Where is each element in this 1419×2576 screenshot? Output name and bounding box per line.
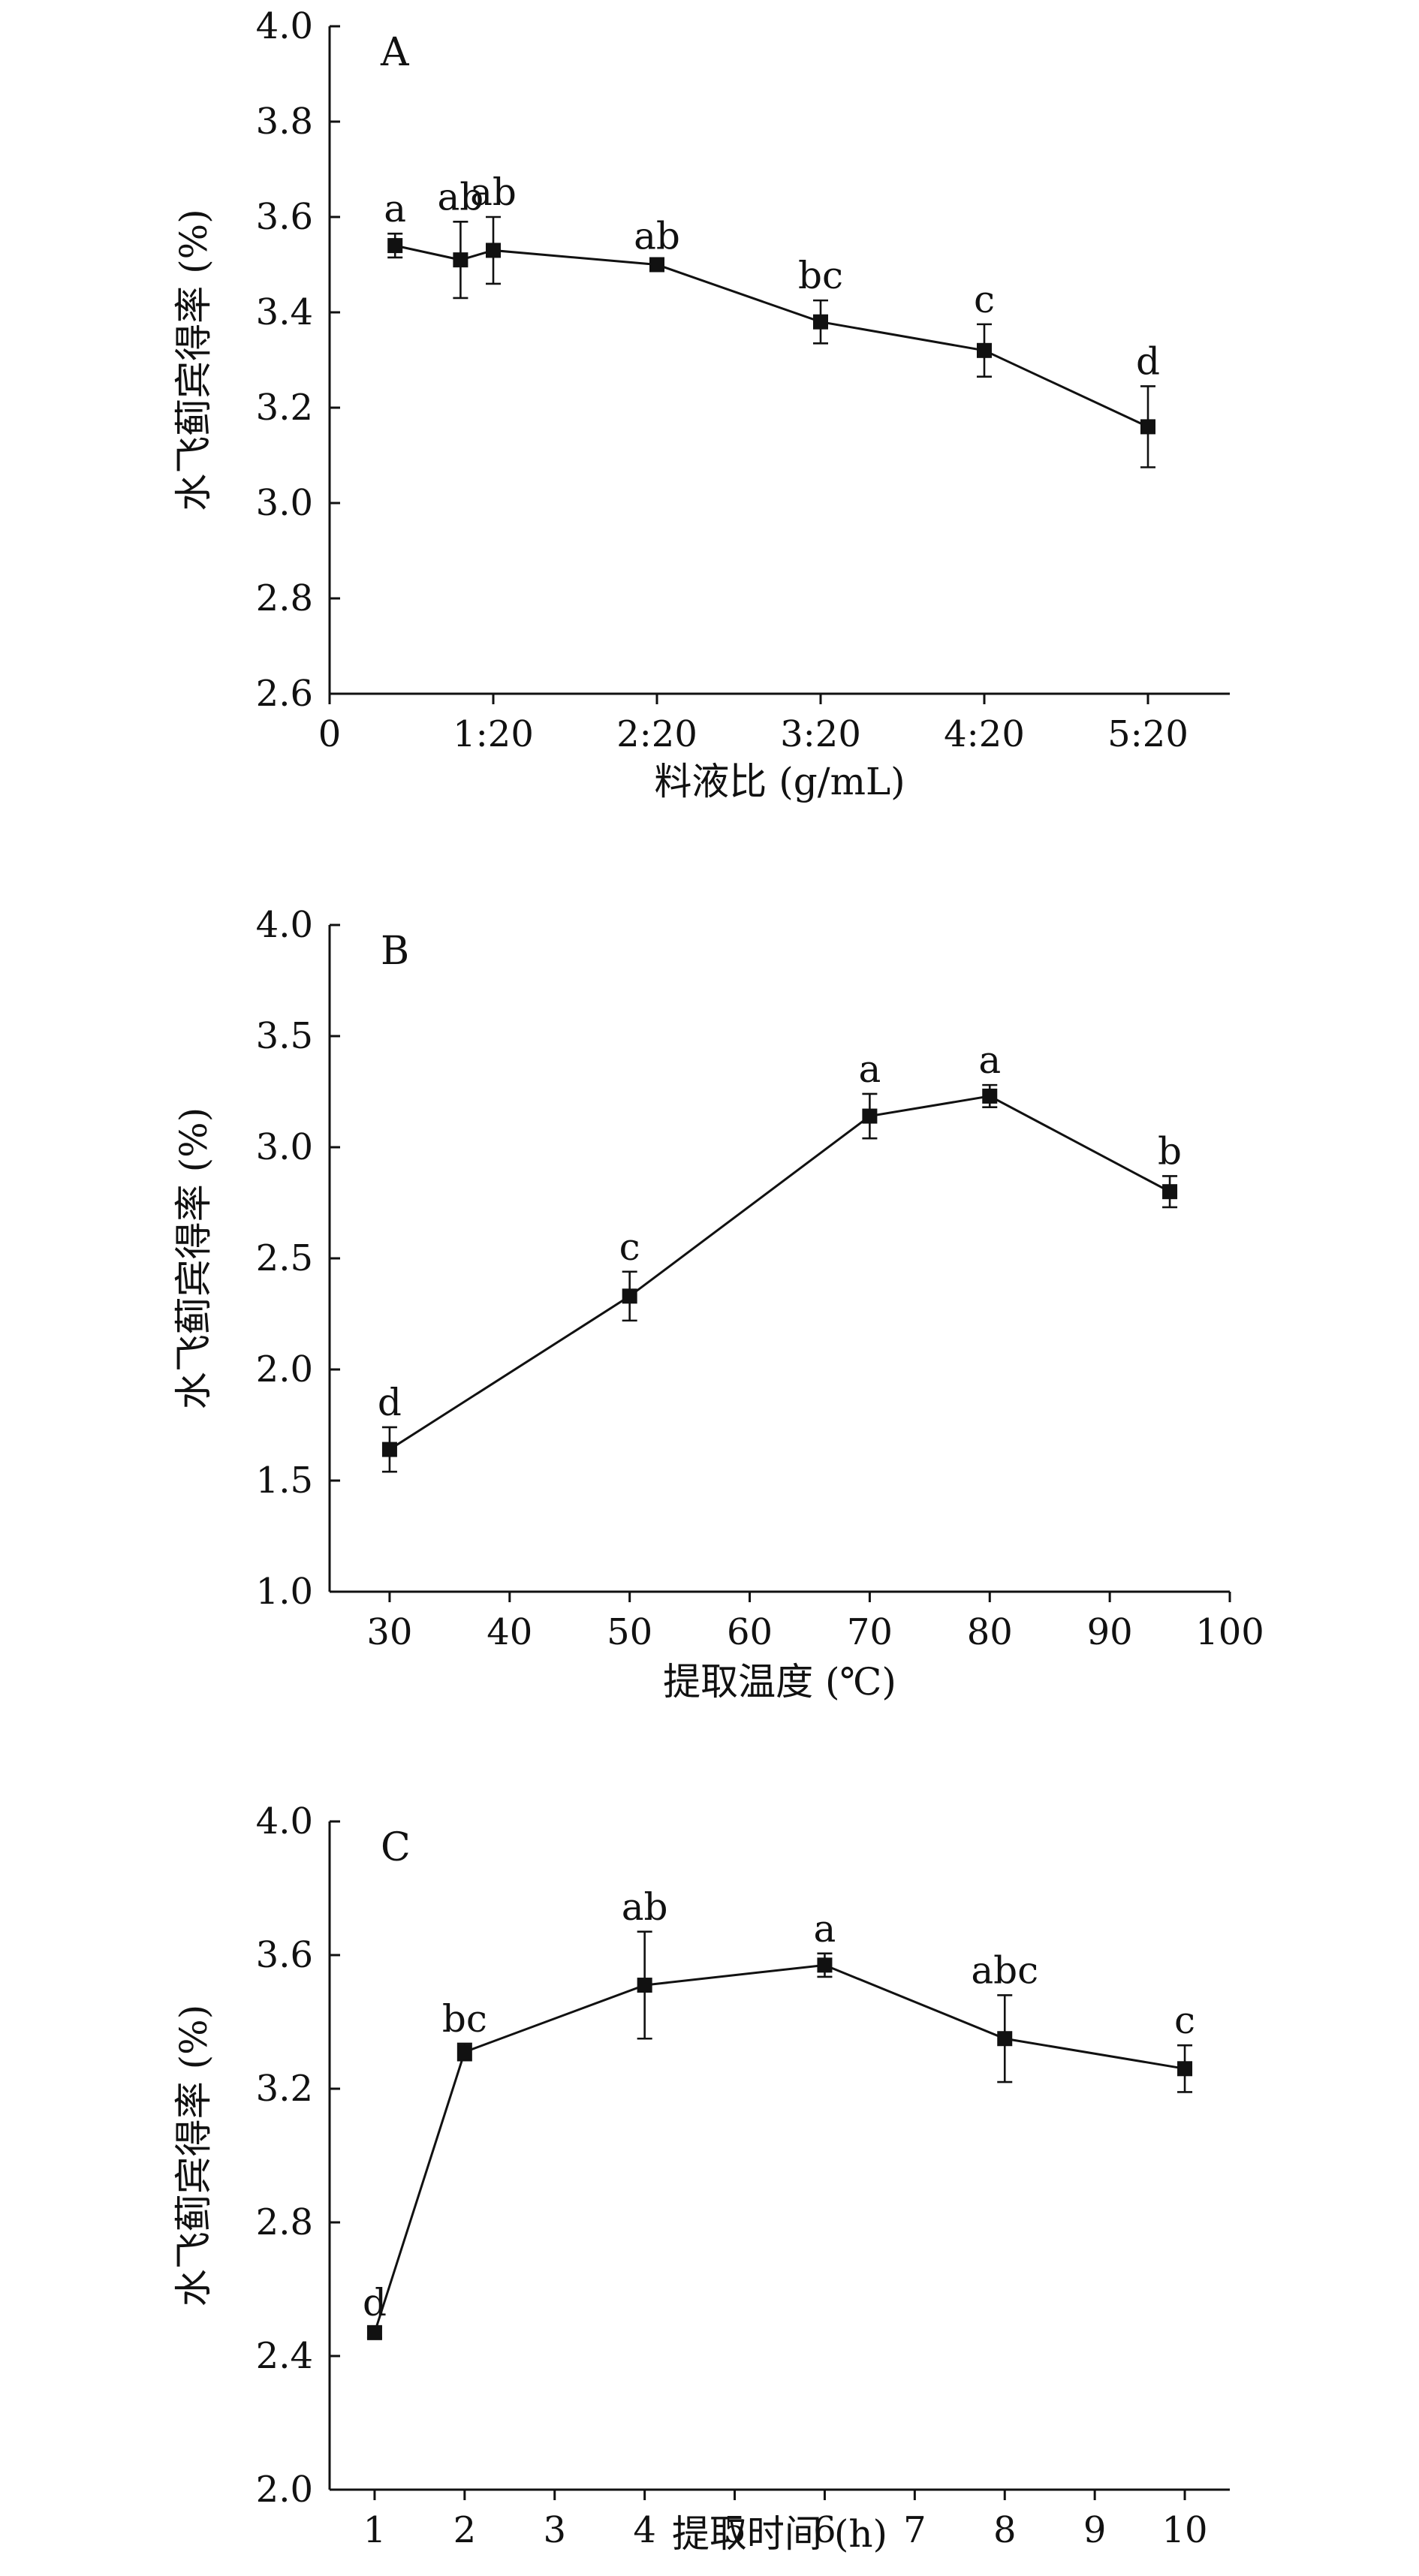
- x-tick-label: 2:20: [616, 713, 697, 755]
- x-tick-label: 90: [1087, 1611, 1133, 1653]
- data-point: [486, 243, 501, 258]
- y-tick-label: 2.5: [256, 1237, 313, 1279]
- significance-label: c: [1174, 1999, 1195, 2042]
- x-tick-label: 4:20: [944, 713, 1025, 755]
- x-tick-label: 2: [453, 2509, 477, 2551]
- data-point: [637, 1978, 652, 1993]
- panel-label: C: [381, 1825, 411, 1870]
- significance-label: abc: [971, 1948, 1038, 1992]
- panel-label: B: [381, 929, 409, 974]
- data-point: [977, 342, 992, 358]
- y-tick-label: 2.8: [256, 2201, 313, 2243]
- chart-panel-a: 2.6 2.8 3.0 3.2 3.4 3.6 3.8 4.0 0 1:20 2:20 3:20 4:2…: [172, 5, 1230, 803]
- x-tick-label: 6: [813, 2509, 836, 2551]
- significance-label: bc: [798, 254, 843, 297]
- x-tick-label: 3: [543, 2509, 566, 2551]
- y-tick-label: 4.0: [256, 904, 313, 946]
- x-tick-label: 4: [633, 2509, 656, 2551]
- y-tick-label: 2.8: [256, 577, 313, 619]
- significance-label: d: [363, 2281, 387, 2324]
- y-tick-label: 3.4: [256, 291, 313, 333]
- chart-panel-b: 1.0 1.5 2.0 2.5 3.0 3.5 4.0 30 40 50 60 70 80 90 100 提取…: [172, 904, 1264, 1704]
- y-tick-label: 3.0: [256, 1126, 313, 1168]
- x-tick-label: 40: [487, 1611, 532, 1653]
- y-tick-label: 4.0: [256, 5, 313, 47]
- data-point: [862, 1108, 878, 1124]
- data-point: [1140, 419, 1155, 435]
- x-axis-title: 提取时间 (h): [672, 2512, 887, 2556]
- x-tick-label: 8: [993, 2509, 1017, 2551]
- y-tick-label: 2.0: [256, 1348, 313, 1390]
- x-tick-label: 10: [1162, 2509, 1208, 2551]
- significance-label: d: [378, 1381, 402, 1424]
- y-axis-title: 水飞蓟宾得率 (%): [172, 209, 215, 511]
- data-point: [997, 2031, 1013, 2047]
- x-tick-label: 1:20: [453, 713, 534, 755]
- significance-label: a: [384, 187, 406, 230]
- chart-panel-c: 2.0 2.4 2.8 3.2 3.6 4.0 1 2 3 4 5 6 7 8 9 10 提取时间 (h) 水飞蓟…: [172, 1800, 1230, 2556]
- x-tick-label: 5:20: [1107, 713, 1189, 755]
- data-point: [456, 2044, 472, 2060]
- data-point: [1162, 1184, 1178, 1200]
- data-point: [813, 314, 828, 330]
- significance-label: d: [1136, 339, 1160, 383]
- y-axis-title: 水飞蓟宾得率 (%): [172, 1107, 215, 1409]
- y-tick-label: 3.6: [256, 196, 313, 238]
- x-tick-label: 60: [727, 1611, 773, 1653]
- y-tick-label: 2.4: [256, 2335, 313, 2377]
- significance-label: c: [974, 278, 995, 321]
- significance-label: c: [619, 1225, 640, 1269]
- y-tick-label: 3.2: [256, 387, 313, 429]
- y-tick-label: 4.0: [256, 1800, 313, 1842]
- data-point: [381, 1442, 397, 1457]
- significance-label: ab: [622, 1885, 668, 1929]
- significance-label: a: [814, 1907, 836, 1951]
- y-tick-label: 3.5: [256, 1015, 313, 1057]
- significance-label: ab: [634, 214, 680, 258]
- data-point: [366, 2324, 382, 2340]
- x-tick-label: 7: [903, 2509, 926, 2551]
- x-tick-label: 5: [723, 2509, 746, 2551]
- y-tick-label: 1.5: [256, 1460, 313, 1502]
- x-tick-label: 3:20: [780, 713, 861, 755]
- y-tick-label: 3.2: [256, 2068, 313, 2110]
- x-tick-label: 1: [363, 2509, 387, 2551]
- y-tick-label: 3.8: [256, 101, 313, 143]
- x-tick-label: 100: [1195, 1611, 1264, 1653]
- significance-label: a: [858, 1047, 881, 1091]
- x-tick-label: 30: [366, 1611, 412, 1653]
- y-tick-label: 2.0: [256, 2469, 313, 2511]
- data-point: [1177, 2061, 1193, 2077]
- significance-label: bc: [442, 1997, 487, 2041]
- panel-label: A: [380, 30, 410, 75]
- x-tick-label: 50: [607, 1611, 652, 1653]
- panels: 2.6 2.8 3.0 3.2 3.4 3.6 3.8 4.0 0 1:20 2:20 3:20 4:2…: [172, 5, 1264, 2556]
- x-axis-title: 料液比 (g/mL): [654, 760, 905, 803]
- significance-label: a: [978, 1038, 1001, 1082]
- y-tick-label: 3.6: [256, 1934, 313, 1976]
- x-tick-label: 80: [967, 1611, 1013, 1653]
- data-point: [982, 1088, 998, 1104]
- data-point: [649, 257, 664, 273]
- x-tick-label: 9: [1083, 2509, 1107, 2551]
- data-point: [622, 1288, 637, 1304]
- significance-label: b: [1158, 1129, 1182, 1173]
- x-axis-title: 提取温度 (℃): [663, 1660, 896, 1704]
- x-tick-label: 0: [318, 713, 342, 755]
- y-axis-title: 水飞蓟宾得率 (%): [172, 2005, 215, 2306]
- data-point: [453, 252, 468, 268]
- y-tick-label: 2.6: [256, 673, 313, 715]
- significance-label: ab: [470, 170, 517, 214]
- data-point: [387, 238, 403, 254]
- y-tick-label: 1.0: [256, 1571, 313, 1613]
- series-line: [373, 1963, 1186, 2333]
- data-point: [817, 1957, 833, 1973]
- significance-label: ab: [437, 175, 484, 218]
- y-tick-label: 3.0: [256, 482, 313, 524]
- x-tick-label: 70: [847, 1611, 893, 1653]
